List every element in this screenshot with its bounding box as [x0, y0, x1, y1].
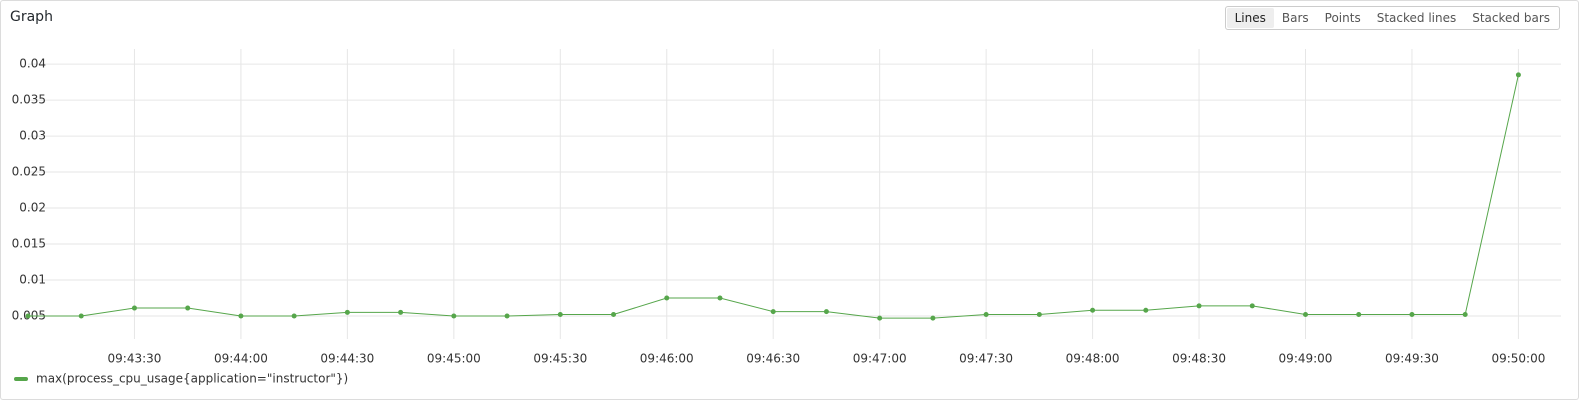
data-point — [930, 315, 936, 321]
chart-type-button[interactable]: Stacked bars — [1472, 11, 1550, 25]
panel-title: Graph — [10, 9, 53, 25]
chart-type-button[interactable]: Stacked lines — [1376, 11, 1457, 25]
data-point — [185, 305, 191, 311]
data-point — [131, 305, 137, 311]
x-tick-label: 09:45:30 — [533, 352, 587, 366]
y-tick-label: 0.01 — [19, 272, 46, 286]
x-tick-label: 09:47:30 — [959, 352, 1013, 366]
y-tick-label: 0.03 — [19, 129, 46, 143]
data-point — [823, 309, 829, 315]
x-tick-label: 09:44:00 — [214, 352, 268, 366]
chart-type-button[interactable]: Points — [1324, 11, 1361, 25]
data-point — [983, 312, 989, 318]
x-tick-label: 09:46:30 — [746, 352, 800, 366]
data-point — [1249, 303, 1255, 309]
data-point — [238, 313, 244, 319]
chart-type-button[interactable]: Lines — [1226, 8, 1274, 28]
y-tick-label: 0.015 — [12, 237, 46, 251]
data-point — [877, 315, 883, 321]
chart-type-button[interactable]: Bars — [1281, 11, 1309, 25]
x-tick-label: 09:45:00 — [427, 352, 481, 366]
data-point — [1090, 307, 1096, 313]
y-tick-label: 0.02 — [19, 201, 46, 215]
y-tick-label: 0.025 — [12, 165, 46, 179]
data-point — [1515, 72, 1521, 78]
data-point — [1143, 307, 1149, 313]
y-tick-label: 0.04 — [19, 57, 46, 71]
data-point — [1036, 312, 1042, 318]
data-point — [25, 313, 31, 319]
x-tick-label: 09:47:00 — [853, 352, 907, 366]
data-point — [398, 309, 404, 315]
x-tick-label: 09:44:30 — [320, 352, 374, 366]
data-point — [291, 313, 297, 319]
x-tick-label: 09:48:30 — [1172, 352, 1226, 366]
data-point — [557, 312, 563, 318]
chart-type-buttons: Lines Bars Points Stacked lines Stacked bars — [1224, 6, 1560, 30]
data-point — [664, 295, 670, 301]
data-point — [1303, 312, 1308, 318]
data-point — [504, 313, 510, 319]
data-point — [1409, 312, 1415, 318]
data-point — [770, 309, 776, 315]
x-tick-label: 09:46:00 — [640, 352, 694, 366]
data-point — [611, 312, 617, 318]
data-point — [1462, 312, 1468, 318]
y-tick-label: 0.035 — [12, 93, 46, 107]
data-point — [78, 313, 84, 319]
data-point — [1356, 312, 1362, 318]
x-tick-label: 09:50:00 — [1491, 352, 1545, 366]
legend-swatch — [14, 377, 28, 381]
legend-label: max(process_cpu_usage{application="instr… — [36, 372, 348, 386]
x-tick-label: 09:49:00 — [1279, 352, 1333, 366]
x-tick-label: 09:43:30 — [108, 352, 162, 366]
data-point — [717, 295, 723, 301]
data-point — [451, 313, 457, 319]
x-tick-label: 09:48:00 — [1066, 352, 1120, 366]
data-point — [344, 309, 350, 315]
x-tick-label: 09:49:30 — [1385, 352, 1439, 366]
data-point — [1196, 303, 1202, 309]
